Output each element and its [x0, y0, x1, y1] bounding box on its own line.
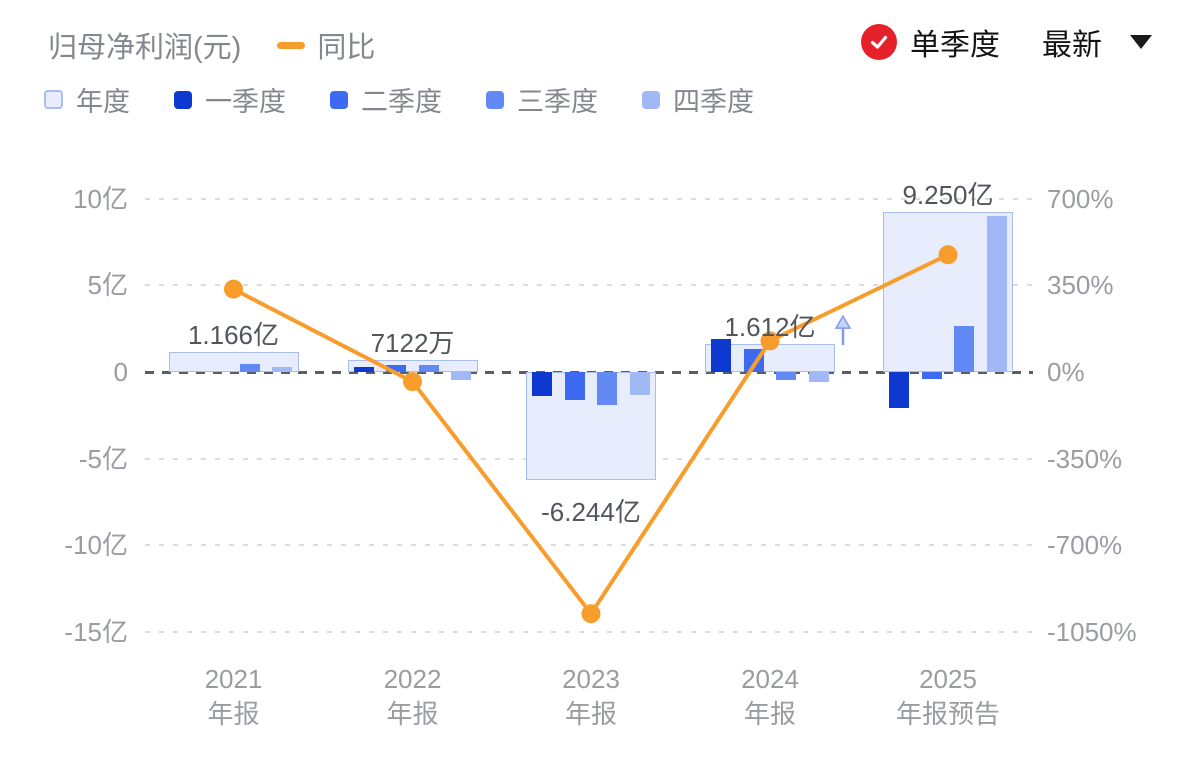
gridline — [145, 544, 1033, 547]
yoy-point-2023 — [581, 604, 601, 624]
annual-swatch-icon — [44, 90, 63, 109]
annual-value-label-2024: 1.612亿 — [724, 312, 816, 343]
yoy-point-2022 — [403, 372, 422, 392]
yoy-point-2021 — [224, 279, 243, 299]
check-icon — [870, 35, 888, 49]
x-axis-label-2025: 2025 年报预告 — [858, 662, 1038, 732]
bar-q1-2025 — [889, 372, 910, 409]
x-axis-label-line: 年报预告 — [895, 699, 1000, 729]
q1-swatch-icon — [174, 90, 192, 109]
legend-item-annual[interactable]: 年度 — [44, 80, 130, 119]
yoy-line-swatch-icon — [277, 41, 306, 49]
y-axis-tick-left: -15亿 — [64, 616, 128, 647]
y-axis-tick-left: 10亿 — [73, 183, 128, 214]
bar-q3-2025 — [954, 325, 975, 372]
x-axis-label-line: 年报 — [386, 699, 439, 729]
x-axis-label-line: 2025 — [919, 664, 977, 694]
x-axis-label-2022: 2022 年报 — [323, 662, 503, 732]
y-axis-tick-right: 0% — [1047, 357, 1085, 387]
x-axis-label-line: 2024 — [741, 664, 799, 694]
q3-swatch-icon — [486, 90, 504, 109]
x-axis-label-line: 2021 — [204, 664, 263, 694]
yoy-legend: 同比 — [277, 24, 375, 66]
dropdown-arrow-icon[interactable] — [1130, 35, 1152, 49]
bar-q3-2024 — [776, 372, 797, 380]
bar-q1-2022 — [353, 366, 374, 372]
legend-label-q3: 三季度 — [517, 87, 598, 117]
x-axis-label-line: 年报 — [743, 699, 796, 729]
x-axis-label-line: 年报 — [207, 699, 260, 729]
x-axis-label-line: 2023 — [562, 664, 620, 694]
y-axis-tick-right: -700% — [1047, 530, 1123, 561]
page-title: 归母净利润(元) — [48, 32, 242, 64]
bar-q2-2023 — [564, 372, 585, 401]
bar-q4-2024 — [808, 372, 829, 383]
legend-label-q1: 一季度 — [205, 87, 286, 117]
title-row: 归母净利润(元) 同比 — [48, 24, 375, 66]
period-selector-value[interactable]: 最新 — [1042, 29, 1102, 62]
annual-value-label-2025: 9.250亿 — [902, 179, 994, 210]
q2-swatch-icon — [330, 90, 348, 109]
annual-value-label-2022: 7122万 — [370, 327, 455, 358]
bar-q2-2025 — [921, 372, 942, 379]
series-legend: 年度 一季度 二季度 三季度 四季度 — [44, 80, 754, 119]
bar-q3-2022 — [418, 365, 439, 372]
bar-q2-2022 — [386, 365, 407, 372]
y-axis-tick-right: 350% — [1047, 270, 1114, 301]
yoy-legend-label: 同比 — [317, 32, 376, 64]
x-axis-label-line: 2022 — [383, 664, 442, 694]
legend-item-q3[interactable]: 三季度 — [486, 80, 598, 119]
bar-q2-2024 — [743, 348, 764, 372]
gridline — [145, 630, 1033, 633]
y-axis-tick-left: 0 — [113, 357, 128, 387]
y-axis-tick-left: -10亿 — [64, 530, 128, 561]
bar-q4-2022 — [451, 372, 472, 380]
bar-q4-2023 — [629, 372, 650, 396]
legend-label-q4: 四季度 — [673, 87, 754, 117]
y-axis-tick-left: 5亿 — [87, 270, 128, 301]
bar-q4-2021 — [272, 367, 293, 372]
bar-q3-2021 — [239, 364, 260, 372]
bar-q3-2023 — [597, 372, 618, 405]
legend-label-annual: 年度 — [76, 87, 130, 117]
annual-value-label-2023: -6.244亿 — [541, 497, 641, 528]
legend-item-q4[interactable]: 四季度 — [642, 80, 754, 119]
legend-item-q1[interactable]: 一季度 — [174, 80, 286, 119]
single-quarter-checkbox[interactable] — [861, 24, 897, 60]
x-axis-label-2021: 2021 年报 — [144, 662, 324, 732]
y-axis-tick-left: -5亿 — [78, 443, 128, 474]
x-axis-label-2024: 2024 年报 — [680, 662, 860, 732]
header-controls: 单季度 最新 — [861, 20, 1152, 64]
annual-value-label-2021: 1.166亿 — [187, 319, 280, 350]
bar-q1-2023 — [532, 372, 553, 397]
x-axis-label-line: 年报 — [564, 699, 617, 729]
legend-item-q2[interactable]: 二季度 — [330, 80, 442, 119]
y-axis-tick-right: -1050% — [1047, 616, 1137, 647]
y-axis-tick-right: -350% — [1047, 443, 1123, 474]
x-axis-label-2023: 2023 年报 — [501, 662, 681, 732]
single-quarter-label[interactable]: 单季度 — [910, 29, 1000, 62]
legend-label-q2: 二季度 — [361, 87, 442, 117]
bar-q4-2025 — [986, 216, 1007, 372]
q4-swatch-icon — [642, 90, 660, 109]
gridline — [145, 197, 1033, 200]
y-axis-tick-right: 700% — [1047, 183, 1114, 214]
